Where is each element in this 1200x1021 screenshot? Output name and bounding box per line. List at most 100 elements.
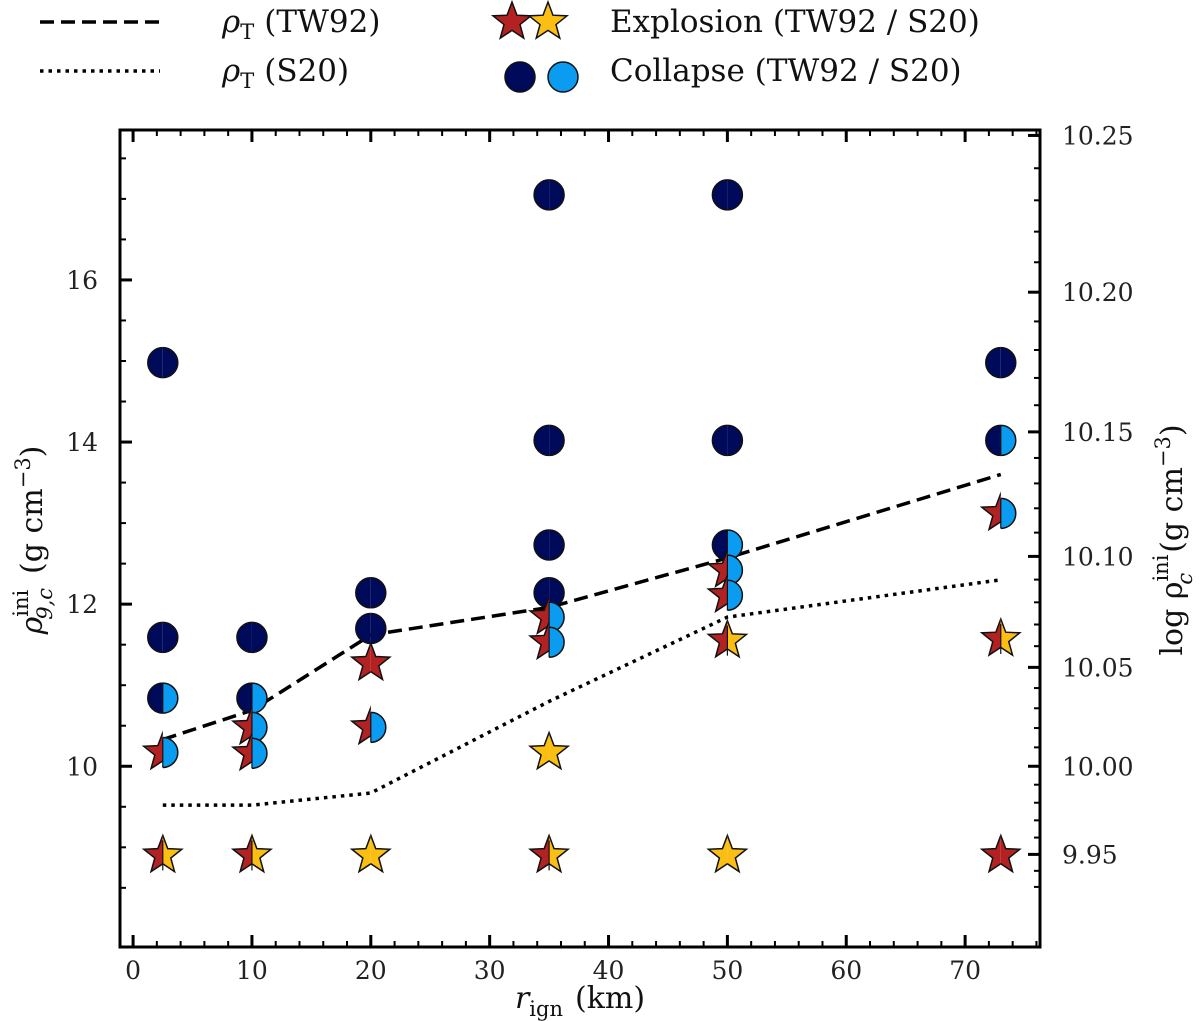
circle-half-s20: [549, 626, 565, 658]
star-half-tw92: [349, 705, 371, 746]
circle-half-s20: [547, 61, 563, 93]
circle-half-tw92: [147, 346, 163, 379]
circle-half-tw92: [162, 621, 179, 654]
data-point: [230, 833, 273, 874]
star-half-tw92: [349, 641, 371, 682]
x-tick-label: 40: [593, 956, 625, 985]
circle-half-s20: [1000, 497, 1017, 530]
y-left-tick-label: 16: [66, 266, 98, 295]
star-half-s20: [526, 0, 548, 40]
circle-half-tw92: [533, 529, 550, 561]
circle-half-s20: [727, 579, 744, 611]
circle-half-s20: [370, 711, 387, 744]
y-right-tick-label: 10.05: [1062, 653, 1134, 682]
star-half-s20: [549, 833, 571, 874]
data-point: [979, 616, 1022, 657]
star-half-s20: [727, 833, 749, 874]
star-half-tw92: [706, 573, 728, 614]
star-half-tw92: [979, 616, 1001, 657]
data-point: [230, 705, 268, 746]
star-half-tw92: [528, 620, 550, 661]
legend-entry-rhoT-s20: ρT (S20): [40, 53, 349, 93]
y-right-tick-label: 10.20: [1062, 278, 1134, 307]
circle-half-tw92: [370, 577, 387, 609]
circle-half-tw92: [162, 346, 179, 379]
y-right-tick-label: 10.25: [1062, 121, 1134, 150]
y-left-tick-label: 14: [66, 428, 98, 457]
star-half-s20: [349, 833, 371, 874]
data-point: [706, 547, 744, 589]
circle-half-tw92: [504, 61, 520, 93]
data-point: [355, 612, 387, 645]
star-half-s20: [727, 618, 749, 659]
circle-half-tw92: [533, 577, 550, 609]
circle-half-tw92: [147, 621, 163, 654]
data-point: [528, 833, 571, 874]
axis-ticks: 0 10 20 30 40 50 60 70 10 12 14 16 9.95 10.00 10.05 10.…: [66, 121, 1133, 985]
circle-half-tw92: [370, 612, 387, 645]
circle-half-tw92: [549, 424, 565, 457]
data-point: [985, 346, 1017, 379]
circle-half-tw92: [711, 424, 728, 457]
x-axis-label: rign (km): [515, 981, 645, 1021]
star-half-tw92: [706, 618, 728, 659]
circle-half-tw92: [711, 179, 728, 211]
data-point: [236, 682, 268, 714]
data-point: [147, 682, 179, 714]
circle-half-s20: [1000, 424, 1017, 457]
circle-half-s20: [251, 737, 268, 770]
circle-half-tw92: [236, 682, 252, 714]
y-right-tick-label: 9.95: [1062, 840, 1118, 869]
star-half-tw92: [370, 641, 392, 682]
data-point: [349, 705, 387, 746]
svg-text:ρT(TW92): ρT (TW92): [221, 4, 380, 44]
data-point: [711, 179, 744, 211]
x-tick-label: 20: [355, 956, 387, 985]
star-half-tw92: [528, 833, 550, 874]
data-point: [533, 529, 565, 561]
data-point: [711, 529, 744, 561]
data-point: [985, 424, 1017, 457]
y-axis-right-label: log ρinic(g cm−3): [1149, 424, 1197, 655]
star-half-tw92: [141, 833, 163, 874]
legend-star-tw92: [490, 0, 534, 40]
circle-half-tw92: [549, 577, 565, 609]
data-point: [706, 573, 744, 614]
y-axis-left-label: ρini9,c(g cm−3): [9, 446, 57, 636]
legend-markers: [490, 0, 579, 93]
circle-half-s20: [727, 529, 744, 561]
data-point: [711, 424, 744, 457]
star-half-tw92: [979, 833, 1001, 874]
circle-half-tw92: [520, 61, 536, 93]
circle-half-tw92: [533, 424, 550, 457]
data-point: [528, 594, 565, 636]
x-tick-label: 0: [125, 956, 141, 985]
y-left-tick-label: 12: [66, 590, 98, 619]
x-tick-label: 30: [474, 956, 506, 985]
star-half-s20: [706, 833, 728, 874]
circle-half-tw92: [727, 179, 744, 211]
circle-half-tw92: [355, 577, 371, 609]
circle-half-tw92: [533, 179, 550, 211]
data-point: [528, 730, 571, 771]
data-point: [349, 833, 392, 874]
y-left-tick-label: 10: [66, 752, 98, 781]
star-half-s20: [251, 833, 273, 874]
circle-half-s20: [563, 61, 579, 93]
circle-half-tw92: [355, 612, 371, 645]
legend-entry-rhoT-tw92: ρT (TW92): [40, 4, 380, 44]
data-point: [141, 730, 179, 771]
data-point: [236, 621, 268, 654]
circle-half-tw92: [549, 179, 565, 211]
legend-circle-s20: [547, 61, 579, 93]
y-right-tick-label: 10.15: [1062, 418, 1134, 447]
data-point: [533, 424, 565, 457]
star-half-s20: [162, 833, 184, 874]
star-half-tw92: [706, 547, 728, 589]
star-half-tw92: [141, 730, 163, 771]
star-half-s20: [528, 730, 550, 771]
circle-half-s20: [251, 682, 268, 714]
data-point: [147, 346, 179, 379]
y-right-tick-label: 10.10: [1062, 542, 1134, 571]
